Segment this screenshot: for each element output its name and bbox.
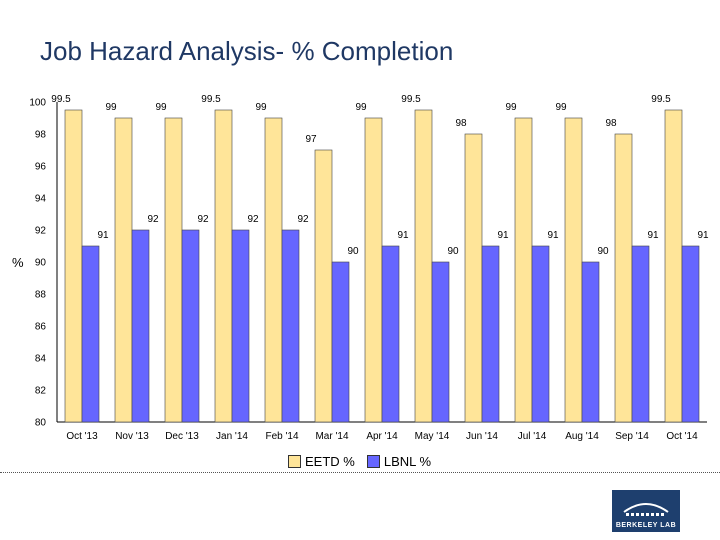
data-label-eetd: 98 [455, 118, 467, 129]
data-label-eetd: 99.5 [401, 94, 421, 105]
x-tick-label: Aug '14 [565, 431, 599, 442]
legend-label-eetd: EETD % [305, 454, 355, 469]
data-label-lbnl: 92 [147, 214, 159, 225]
bar-lbnl [631, 245, 650, 423]
legend-item-eetd: EETD % [288, 454, 355, 469]
x-tick-label: Dec '13 [165, 431, 199, 442]
data-label-lbnl: 91 [647, 230, 659, 241]
bar-eetd [214, 109, 233, 423]
data-label-lbnl: 92 [197, 214, 209, 225]
x-tick-label: Nov '13 [115, 431, 149, 442]
x-tick-label: May '14 [415, 431, 450, 442]
y-tick-label: 82 [35, 386, 47, 397]
bar-eetd [614, 133, 633, 423]
x-tick-label: Oct '14 [666, 431, 698, 442]
bar-eetd [514, 117, 533, 423]
bar-lbnl [531, 245, 550, 423]
bar-lbnl [131, 229, 150, 423]
bar-lbnl [81, 245, 100, 423]
data-label-lbnl: 91 [497, 230, 509, 241]
bar-eetd [314, 149, 333, 423]
data-label-eetd: 99.5 [51, 94, 71, 105]
data-label-lbnl: 91 [397, 230, 409, 241]
y-tick-label: 98 [35, 130, 47, 141]
legend-swatch-lbnl [366, 455, 380, 468]
x-tick-label: Feb '14 [265, 431, 298, 442]
data-label-lbnl: 91 [697, 230, 709, 241]
x-tick-label: Mar '14 [315, 431, 348, 442]
bar-lbnl [331, 261, 350, 423]
footer-divider [0, 472, 720, 473]
data-label-eetd: 99 [555, 102, 567, 113]
y-tick-label: 90 [35, 258, 47, 269]
data-label-lbnl: 90 [447, 246, 459, 257]
berkeley-lab-logo: BERKELEY LAB [612, 490, 680, 532]
data-label-lbnl: 92 [297, 214, 309, 225]
x-tick-label: Sep '14 [615, 431, 649, 442]
y-tick-label: 80 [35, 418, 47, 429]
bar-lbnl [381, 245, 400, 423]
bar-lbnl [431, 261, 450, 423]
data-label-eetd: 99 [155, 102, 167, 113]
x-tick-label: Apr '14 [366, 431, 398, 442]
y-tick-label: 100 [29, 98, 46, 109]
data-label-eetd: 99 [255, 102, 267, 113]
bar-lbnl [281, 229, 300, 423]
data-label-eetd: 99.5 [201, 94, 221, 105]
bar-lbnl [481, 245, 500, 423]
bar-eetd [564, 117, 583, 423]
data-label-eetd: 99 [105, 102, 117, 113]
y-tick-label: 94 [35, 194, 47, 205]
data-label-lbnl: 91 [97, 230, 109, 241]
x-tick-label: Jan '14 [216, 431, 248, 442]
x-tick-label: Jul '14 [518, 431, 547, 442]
logo-text: BERKELEY LAB [615, 522, 677, 529]
y-tick-label: 96 [35, 162, 47, 173]
data-label-eetd: 99.5 [651, 94, 671, 105]
data-label-lbnl: 90 [597, 246, 609, 257]
bar-eetd [64, 109, 83, 423]
data-label-eetd: 99 [505, 102, 517, 113]
bar-eetd [414, 109, 433, 423]
data-label-eetd: 99 [355, 102, 367, 113]
legend: EETD % LBNL % [288, 454, 443, 469]
data-label-lbnl: 92 [247, 214, 259, 225]
bar-eetd [664, 109, 683, 423]
y-tick-label: 84 [35, 354, 47, 365]
y-tick-label: 86 [35, 322, 47, 333]
lab-building-icon [623, 503, 669, 516]
data-label-lbnl: 91 [547, 230, 559, 241]
data-label-eetd: 97 [305, 134, 317, 145]
x-tick-label: Oct '13 [66, 431, 98, 442]
y-tick-label: 92 [35, 226, 47, 237]
bar-eetd [114, 117, 133, 423]
legend-swatch-eetd [288, 455, 301, 468]
y-tick-label: 88 [35, 290, 47, 301]
x-tick-label: Jun '14 [466, 431, 498, 442]
bar-lbnl [181, 229, 200, 423]
bar-eetd [164, 117, 183, 423]
bar-eetd [464, 133, 483, 423]
bar-lbnl [581, 261, 600, 423]
bar-lbnl [681, 245, 700, 423]
legend-label-lbnl: LBNL % [383, 454, 432, 469]
chart-title: Job Hazard Analysis- % Completion [40, 36, 454, 66]
data-label-eetd: 98 [605, 118, 617, 129]
bar-lbnl [231, 229, 250, 423]
legend-item-lbnl: LBNL % [366, 454, 432, 469]
bar-eetd [264, 117, 283, 423]
data-label-lbnl: 90 [347, 246, 359, 257]
y-axis-label: % [12, 255, 24, 270]
bar-eetd [364, 117, 383, 423]
